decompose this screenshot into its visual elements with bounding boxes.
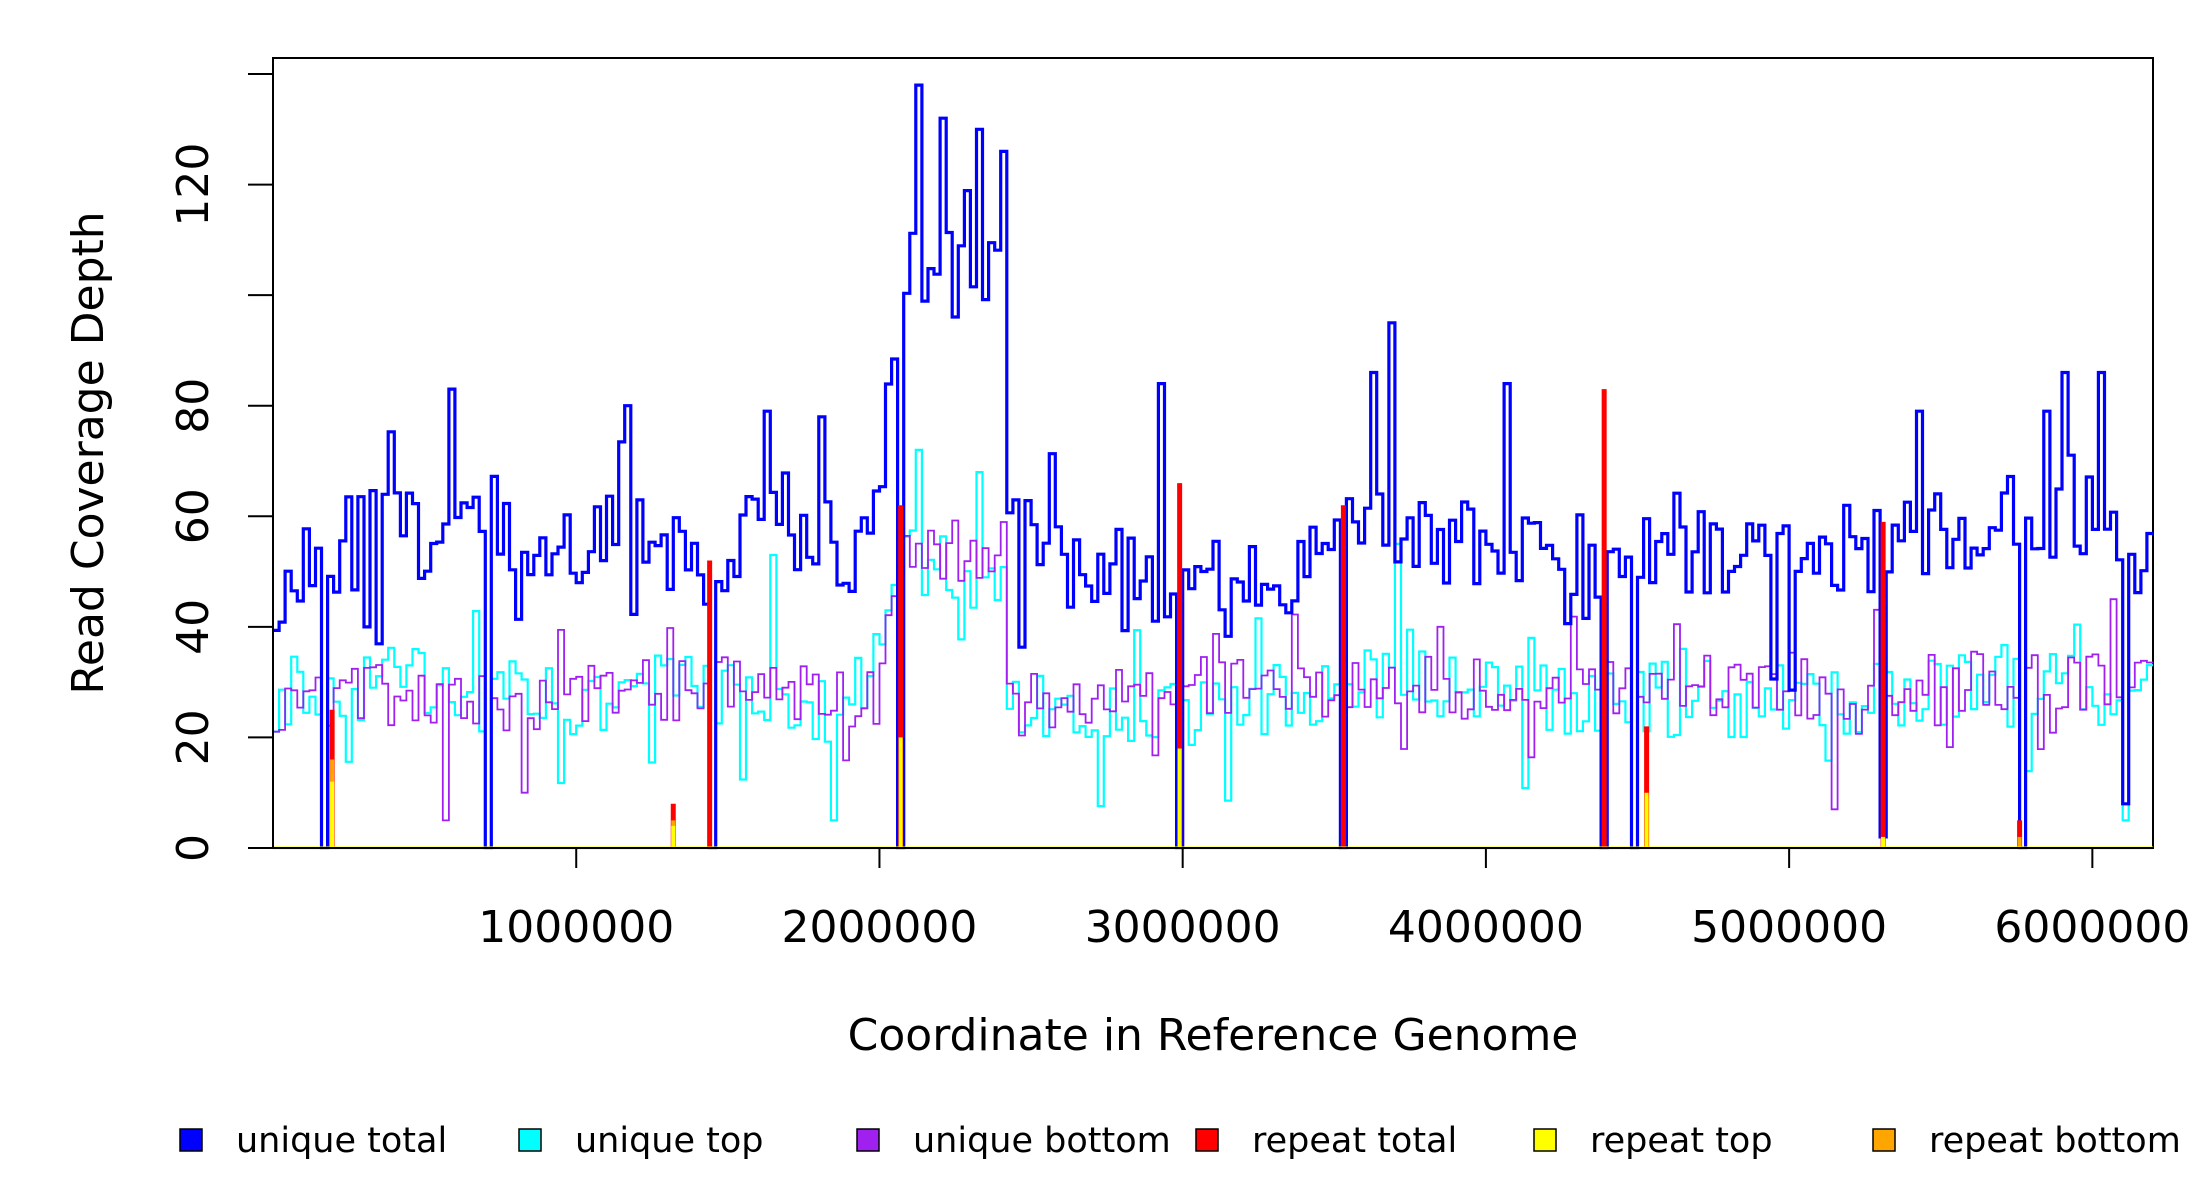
- y-tick-label: 120: [168, 143, 219, 227]
- series-layer: [273, 83, 2153, 850]
- legend-label: repeat top: [1590, 1121, 1773, 1161]
- y-tick-label: 60: [168, 488, 219, 544]
- legend: unique total unique top unique bottom repea…: [179, 1121, 2181, 1161]
- legend-label: repeat bottom: [1929, 1121, 2181, 1161]
- y-tick-label: 20: [168, 709, 219, 765]
- legend-swatch-repeat-total: [1195, 1128, 1219, 1152]
- legend-swatch-repeat-bottom: [1872, 1128, 1896, 1152]
- x-tick-label: 4000000: [1388, 902, 1584, 953]
- x-axis-title: Coordinate in Reference Genome: [848, 1010, 1579, 1061]
- x-axis: 1000000 2000000 3000000 4000000 5000000 60000…: [478, 848, 2190, 953]
- y-axis-title: Read Coverage Depth: [63, 211, 114, 694]
- y-tick-label: 0: [168, 834, 219, 862]
- y-tick-label: 40: [168, 599, 219, 655]
- legend-swatch-unique-bottom: [856, 1128, 880, 1152]
- legend-label: unique total: [236, 1121, 447, 1161]
- plot-frame: [272, 57, 2154, 849]
- legend-label: unique top: [575, 1121, 764, 1161]
- legend-label: unique bottom: [913, 1121, 1171, 1161]
- x-tick-label: 1000000: [478, 902, 674, 953]
- x-tick-label: 3000000: [1085, 902, 1281, 953]
- legend-label: repeat total: [1252, 1121, 1457, 1161]
- x-tick-label: 6000000: [1994, 902, 2190, 953]
- series-line-unique-total: [273, 83, 2153, 850]
- y-tick-label: 80: [168, 378, 219, 434]
- legend-swatch-unique-total: [179, 1128, 203, 1152]
- series-line-unique-bottom: [273, 519, 2153, 849]
- x-tick-label: 2000000: [781, 902, 977, 953]
- legend-swatch-repeat-top: [1533, 1128, 1557, 1152]
- legend-swatch-unique-top: [518, 1128, 542, 1152]
- x-tick-label: 5000000: [1691, 902, 1887, 953]
- y-axis: 0 20 40 60 80 120: [168, 73, 273, 862]
